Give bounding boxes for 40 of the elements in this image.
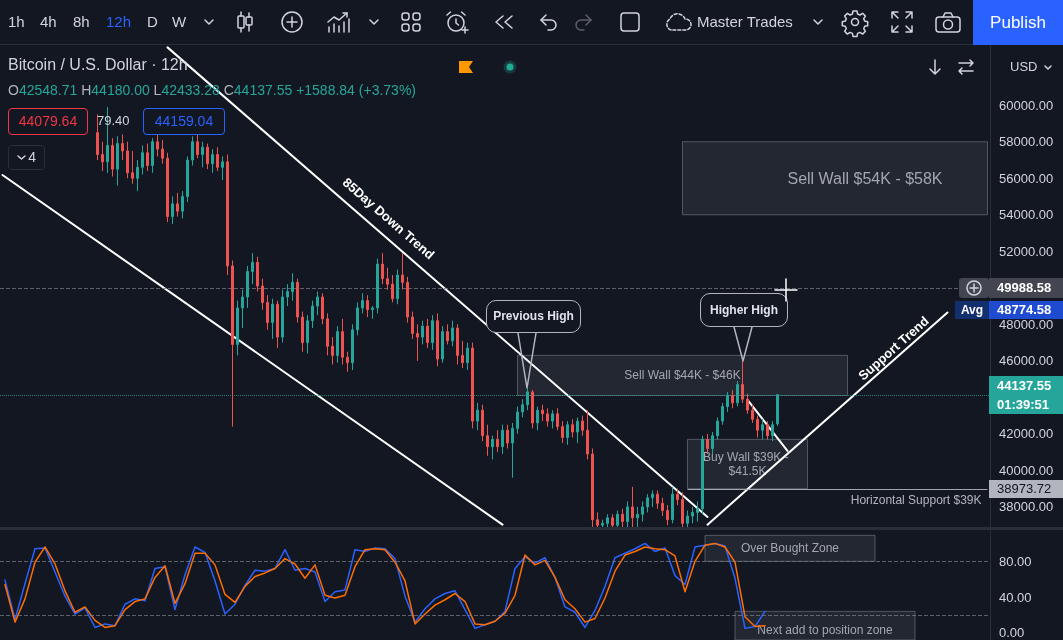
band-label: Over Bought Zone (740, 541, 840, 556)
text: USD (1010, 59, 1038, 75)
y-tick-label: 40.00 (999, 589, 1032, 605)
y-tick-label: 54000.00 (999, 207, 1054, 223)
ref-line-label: 44137.55 (989, 375, 1063, 395)
text: 12h (106, 13, 132, 31)
text: D (147, 13, 158, 31)
annotation: 44079.64 (8, 108, 88, 135)
band-label: Next add to position zone (757, 622, 894, 637)
band-label: Buy Wall $39K - $41.5K (703, 450, 792, 479)
text: 8h (73, 13, 90, 31)
text: 38973.72 (989, 480, 1063, 499)
text: 4h (40, 13, 57, 31)
annotation: Avg (955, 301, 989, 320)
y-tick-label: 42000.00 (999, 426, 1054, 442)
annotation: Higher High (700, 293, 788, 327)
y-tick-label: 52000.00 (999, 243, 1054, 259)
text: O42548.71 H44180.00 L42433.28 C44137.55 +1588.84 (+3.73%) (8, 82, 417, 98)
text: 48774.58 (989, 301, 1063, 320)
y-tick-label: 58000.00 (999, 134, 1054, 150)
y-tick-label: 0.00 (999, 625, 1025, 640)
band-label: Sell Wall $54K - $58K (787, 169, 943, 187)
ref-line-label: Horizontal Support $39K (850, 493, 982, 508)
annotation: 4 (8, 145, 45, 170)
annotation: 44159.04 (143, 108, 225, 135)
ref-line-label: 49988.58 (989, 278, 1063, 299)
text: Bitcoin / U.S. Dollar · 12h (8, 56, 188, 74)
text: W (172, 13, 187, 31)
text: 1h (8, 13, 25, 31)
y-tick-label: 80.00 (999, 553, 1032, 569)
y-tick-label: 40000.00 (999, 462, 1054, 478)
band-label: Sell Wall $44K - $46K (624, 368, 741, 383)
y-tick-label: 38000.00 (999, 499, 1054, 515)
text: Publish (973, 0, 1063, 45)
text: Master Trades (697, 13, 793, 31)
y-tick-label: 46000.00 (999, 353, 1054, 369)
annotation: Previous High (486, 300, 581, 333)
y-tick-label: 60000.00 (999, 97, 1054, 113)
y-tick-label: 56000.00 (999, 170, 1054, 186)
text: 01:39:51 (989, 394, 1063, 414)
